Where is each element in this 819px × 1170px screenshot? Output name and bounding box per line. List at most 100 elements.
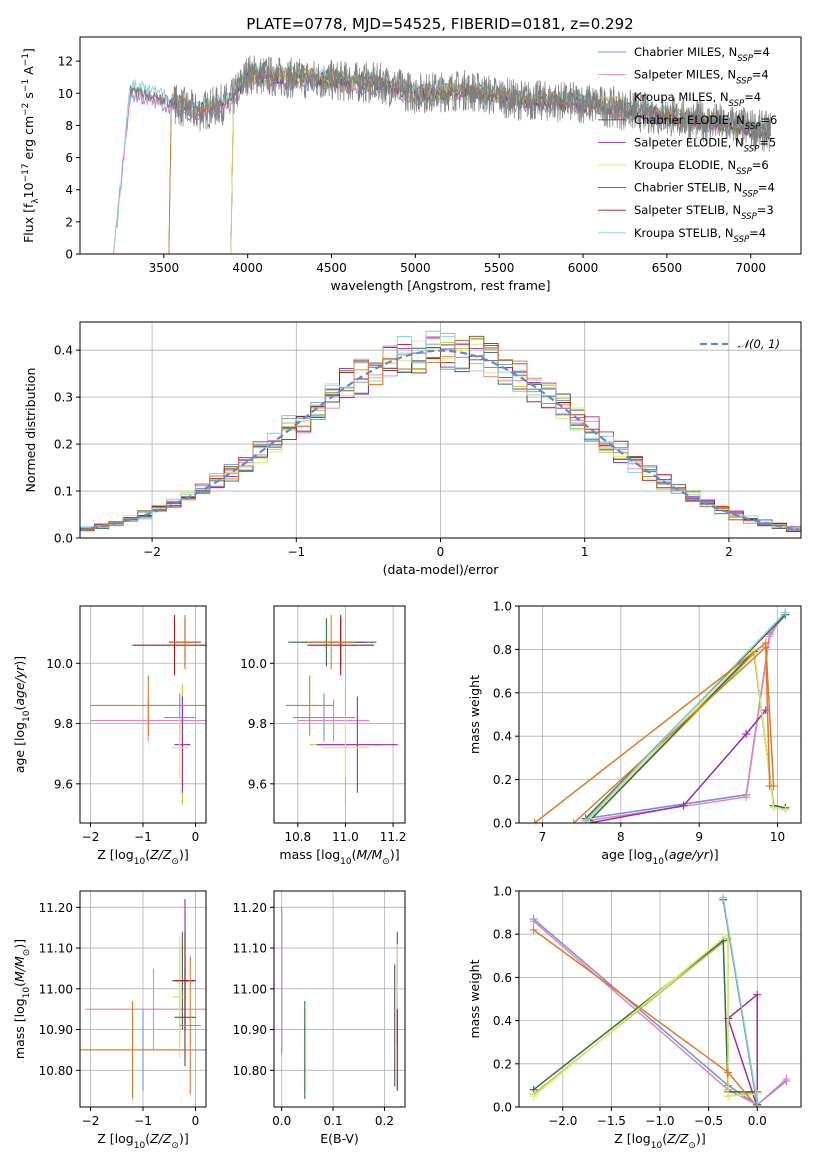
x-tick-label: 9: [695, 830, 703, 844]
y-tick-label: 0.6: [493, 686, 512, 700]
x-tick-label: 3500: [149, 261, 180, 275]
weight-marker: [742, 730, 751, 739]
x-tick-label: −2: [82, 1114, 100, 1128]
legend-entry: Chabrier ELODIE, NSSP=6: [634, 113, 777, 132]
y-tick-label: 9.6: [248, 777, 267, 791]
spectrum-legend: Chabrier MILES, NSSP=4 Salpeter MILES, NS…: [598, 45, 777, 245]
weight-marker: [742, 792, 751, 801]
gaussian-curve: [80, 349, 799, 531]
weight-marker: [781, 608, 790, 617]
spectrum-panel: 3500 4000 4500 5000 5500 6000 6500 7000 0 2 4 6 8 10 1…: [21, 36, 802, 293]
y-tick-label: 0.0: [54, 532, 73, 546]
figure-title: PLATE=0778, MJD=54525, FIBERID=0181, z=0…: [246, 15, 633, 33]
weight_vs_age-plot-area: [530, 608, 790, 823]
mass_vs_ebv-plot-area: [281, 907, 398, 1099]
x-tick-label: 6500: [652, 261, 683, 275]
x-axis-label: Z [log10(Z/Z⊙)]: [614, 1131, 705, 1151]
legend-entry: Kroupa MILES, NSSP=4: [634, 90, 761, 109]
x-tick-label: −2: [82, 830, 100, 844]
weight-marker: [529, 1092, 538, 1101]
x-tick-label: −1: [287, 545, 305, 559]
x-tick-label: 11.2: [380, 830, 407, 844]
weight_vs_age-panel: 7 8 9 10 0.0 0.2 0.4 0.6 0.8 1.0 age [log10(age/yr…: [467, 600, 802, 867]
y-tick-label: 0.1: [54, 485, 73, 499]
y-tick-label: 0.0: [493, 817, 512, 831]
x-tick-label: 0: [192, 830, 200, 844]
y-tick-label: 10.90: [39, 1023, 73, 1037]
y-tick-label: 0.2: [54, 438, 73, 452]
y-tick-label: 0.8: [493, 643, 512, 657]
y-tick-label: 1.0: [493, 600, 512, 614]
y-axis-label: Normed distribution: [23, 368, 38, 493]
x-tick-label: 0.1: [324, 1114, 343, 1128]
weight-marker: [529, 925, 538, 934]
x-axis-label: wavelength [Angstrom, rest frame]: [330, 278, 550, 293]
x-tick-label: −2: [143, 545, 161, 559]
axes-frame: [518, 890, 802, 1108]
x-tick-label: 10: [770, 830, 785, 844]
y-tick-label: 0.4: [493, 1014, 512, 1028]
x-tick-label: 7000: [735, 261, 766, 275]
weight-marker: [761, 706, 770, 715]
x-tick-label: 7: [539, 830, 547, 844]
y-tick-label: 10.0: [46, 657, 73, 671]
y-tick-label: 0.3: [54, 391, 73, 405]
x-tick-label: 1: [581, 545, 589, 559]
axes-frame: [79, 321, 802, 539]
weight-line: [573, 645, 771, 823]
weight_vs_Z-plot-area: [529, 893, 791, 1107]
weight-marker: [679, 801, 688, 810]
residuals-panel: −2 −1 0 1 2 0.0 0.1 0.2 0.3 0.4 (data-model)/error…: [23, 321, 802, 577]
y-tick-label: 11.20: [233, 901, 267, 915]
y-tick-label: 10.90: [233, 1023, 267, 1037]
legend-entry: Salpeter STELIB, NSSP=3: [634, 203, 774, 222]
residual-histogram-step: [80, 338, 801, 531]
axes-frame: [79, 36, 802, 255]
weight-marker: [781, 805, 790, 814]
age_vs_Z-panel: −2 −1 0 9.6 9.8 10.0 Z [log10(Z/Z⊙)] age [log10…: [12, 605, 207, 867]
x-tick-label: 4000: [232, 261, 263, 275]
weight-marker: [569, 819, 578, 823]
x-tick-label: −2.0: [548, 1114, 577, 1128]
y-tick-label: 1.0: [493, 885, 512, 899]
weight-marker: [769, 803, 778, 812]
mass_vs_Z-panel: −2 −1 0 10.80 10.90 11.00 11.10 11.20 Z [log10(Z…: [12, 890, 207, 1151]
x-tick-label: −1: [134, 830, 152, 844]
x-tick-label: 6000: [568, 261, 599, 275]
legend-entry: Chabrier MILES, NSSP=4: [634, 45, 770, 64]
residuals-legend: 𝒩(0, 1): [700, 337, 780, 351]
y-tick-label: 0.4: [493, 730, 512, 744]
weight-marker: [724, 1068, 733, 1077]
age_vs_mass-panel: 10.8 11.0 11.2 9.6 9.8 10.0 mass [log10(M/M⊙)]: [240, 605, 407, 867]
x-axis-label: Z [log10(Z/Z⊙)]: [97, 847, 188, 867]
legend-entry: Kroupa STELIB, NSSP=4: [634, 226, 766, 245]
y-tick-label: 11.00: [233, 982, 267, 996]
y-tick-label: 9.8: [248, 717, 267, 731]
axes-frame: [79, 605, 207, 824]
y-tick-label: 10.80: [233, 1064, 267, 1078]
y-tick-label: 9.8: [54, 717, 73, 731]
x-tick-label: −1: [134, 1114, 152, 1128]
y-tick-label: 4: [65, 183, 73, 197]
y-tick-label: 12: [58, 55, 73, 69]
age_vs_Z-plot-area: [90, 615, 206, 805]
weight-line: [533, 920, 787, 1106]
weight-line: [588, 652, 786, 822]
x-axis-label: age [log10(age/yr)]: [601, 847, 718, 867]
weight-marker: [581, 816, 590, 823]
legend-entry: 𝒩(0, 1): [738, 337, 780, 351]
x-tick-label: 0.0: [272, 1114, 291, 1128]
weight-line: [727, 993, 758, 1107]
x-axis-label: mass [log10(M/M⊙)]: [279, 847, 399, 867]
y-axis-label: mass [log10(M/M⊙)]: [12, 939, 32, 1059]
weight-line: [533, 939, 758, 1093]
x-tick-label: 8: [617, 830, 625, 844]
spectrum-plot-area: [113, 55, 772, 254]
weight-marker: [753, 1090, 762, 1099]
axes-frame: [273, 605, 406, 824]
y-tick-label: 0.4: [54, 344, 73, 358]
legend-entry: Salpeter ELODIE, NSSP=5: [634, 135, 776, 154]
legend-entry: Kroupa ELODIE, NSSP=6: [634, 158, 769, 177]
x-tick-label: 0: [437, 545, 445, 559]
y-tick-label: 0.0: [493, 1101, 512, 1115]
